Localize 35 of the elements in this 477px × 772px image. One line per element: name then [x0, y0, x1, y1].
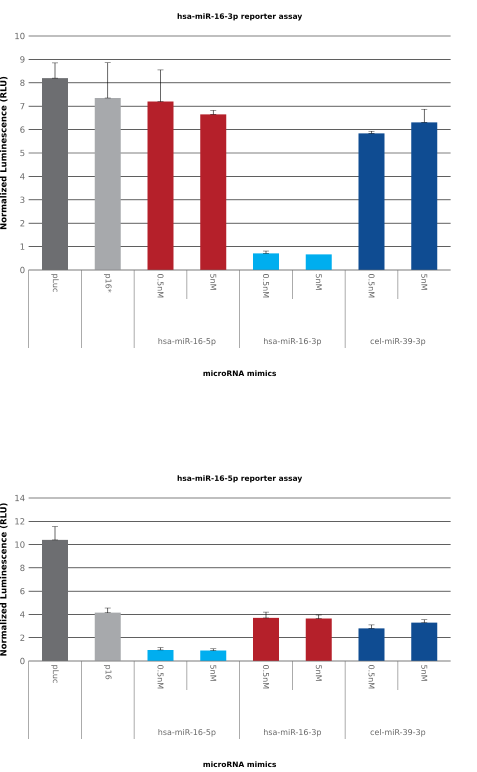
y-tick-label: 9	[20, 56, 25, 63]
bar	[252, 618, 279, 661]
bar	[358, 628, 384, 661]
y-tick-label: 7	[20, 103, 24, 110]
bar	[94, 612, 121, 661]
y-tick-label: 14	[15, 494, 25, 502]
y-tick-label: 10	[15, 32, 25, 40]
bar	[148, 102, 174, 270]
bar	[306, 618, 332, 661]
bar	[411, 122, 438, 270]
bar	[200, 650, 226, 661]
y-tick-label: 2	[20, 634, 24, 641]
y-tick-label: 1	[20, 244, 24, 250]
y-tick-label: 0	[20, 658, 25, 664]
y-tick-label: 10	[15, 541, 25, 548]
y-tick-label: 2	[20, 220, 24, 226]
bar	[306, 254, 332, 270]
y-tick-label: 3	[20, 196, 24, 203]
y-axis-title: Normalized Luminescence (RLU)	[0, 76, 8, 230]
y-tick-label: 4	[20, 173, 25, 180]
y-tick-label: 6	[20, 588, 25, 594]
bar	[200, 114, 226, 270]
y-tick-label: 8	[20, 80, 25, 86]
y-tick-label: 5	[20, 150, 24, 156]
y-tick-label: 6	[20, 126, 25, 133]
y-tick-label: 12	[15, 518, 24, 524]
bar	[94, 98, 121, 270]
bar	[358, 133, 384, 270]
y-tick-label: 0	[20, 266, 25, 274]
bar	[411, 622, 438, 661]
y-tick-label: 4	[20, 611, 25, 618]
bar	[148, 650, 174, 661]
y-axis-title: Normalized Luminescence (RLU)	[0, 503, 8, 656]
y-tick-label: 8	[20, 564, 25, 572]
bar	[252, 253, 279, 270]
